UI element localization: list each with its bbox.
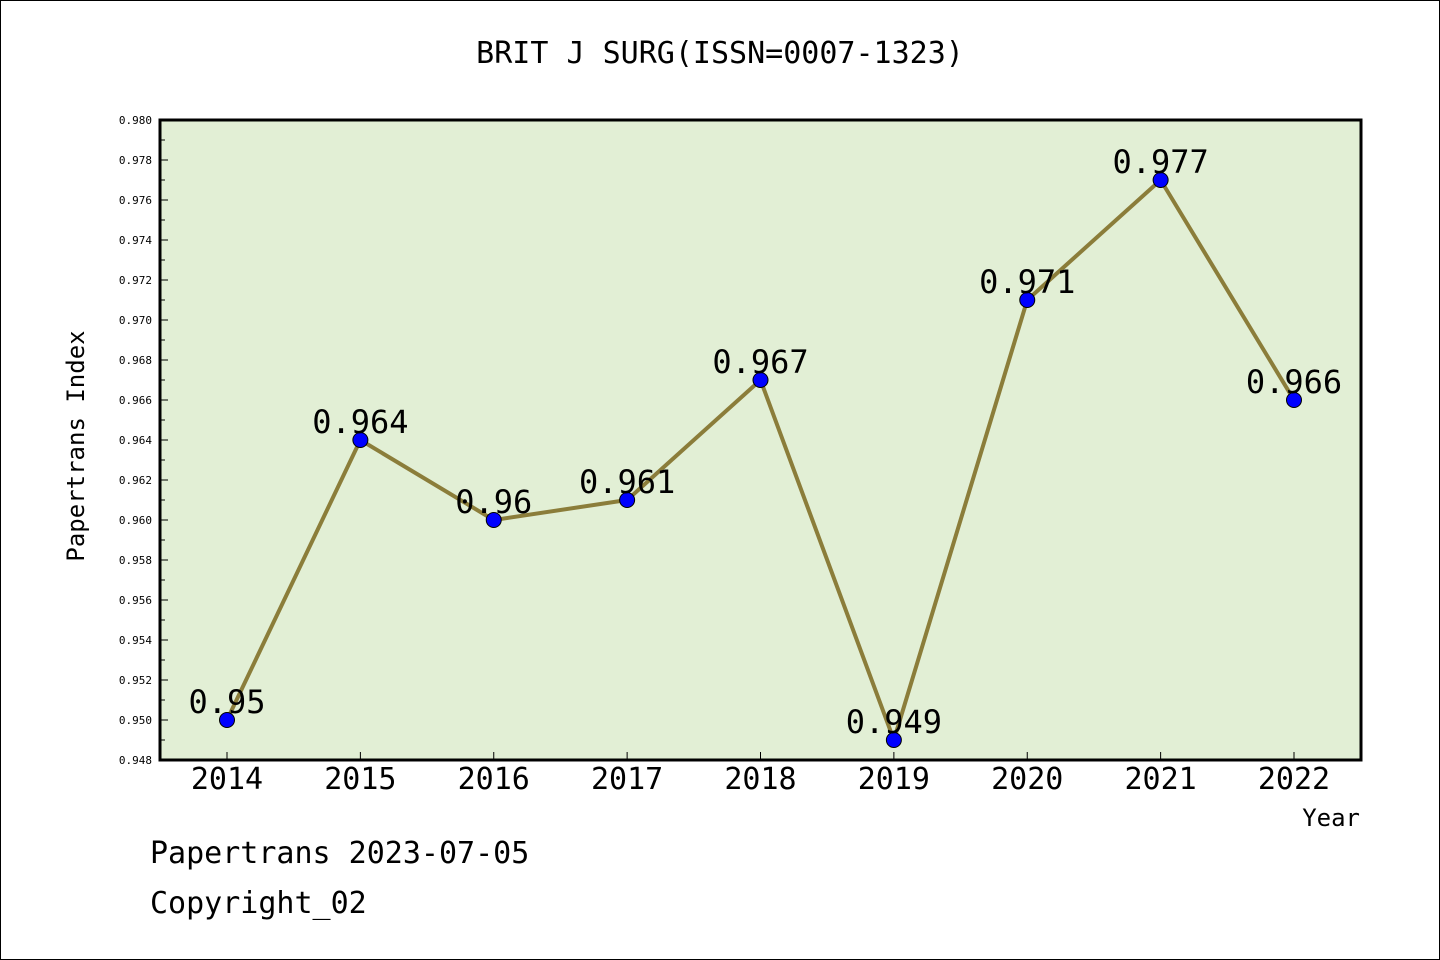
x-axis-label: Year xyxy=(1302,804,1360,832)
data-label: 0.971 xyxy=(979,263,1075,301)
x-tick-label: 2019 xyxy=(858,762,930,797)
y-tick-label: 0.956 xyxy=(119,594,152,607)
y-tick-label: 0.978 xyxy=(119,154,152,167)
x-tick-label: 2020 xyxy=(991,762,1063,797)
footer-date: Papertrans 2023-07-05 xyxy=(150,836,530,871)
chart-title: BRIT J SURG(ISSN=0007-1323) xyxy=(476,36,964,71)
y-tick-label: 0.948 xyxy=(119,754,152,767)
data-label: 0.949 xyxy=(846,703,942,741)
y-tick-label: 0.966 xyxy=(119,394,152,407)
y-axis-label: Papertrans Index xyxy=(62,330,90,561)
y-tick-label: 0.964 xyxy=(119,434,152,447)
x-tick-label: 2015 xyxy=(324,762,396,797)
data-label: 0.95 xyxy=(188,683,265,721)
data-label: 0.961 xyxy=(579,463,675,501)
data-point xyxy=(485,512,502,528)
y-tick-label: 0.962 xyxy=(119,474,152,487)
data-point xyxy=(219,712,235,728)
x-axis: 2014 2015 2016 2017 2018 2019 2020 2021 2022 xyxy=(191,752,1330,797)
x-tick-label: 2021 xyxy=(1125,762,1197,797)
y-tick-label: 0.976 xyxy=(119,194,152,207)
y-tick-label: 0.960 xyxy=(119,514,152,527)
data-label: 0.964 xyxy=(312,403,408,441)
y-tick-label: 0.950 xyxy=(119,714,152,727)
data-label: 0.966 xyxy=(1246,363,1342,401)
y-tick-label: 0.954 xyxy=(119,634,152,647)
x-tick-label: 2022 xyxy=(1258,762,1330,797)
data-label: 0.967 xyxy=(712,343,808,381)
y-axis: 0.948 0.950 0.952 0.954 0.956 0.958 0.960 0.962… xyxy=(119,114,168,767)
data-labels: 0.95 0.964 0.96 0.961 0.967 0.949 0.971 0.977 0.… xyxy=(188,143,1342,741)
data-label: 0.96 xyxy=(455,483,532,521)
y-tick-label: 0.952 xyxy=(119,674,152,687)
y-tick-label: 0.980 xyxy=(119,114,152,127)
data-point xyxy=(1019,292,1036,308)
footer-copyright: Copyright_02 xyxy=(150,886,367,921)
x-tick-label: 2017 xyxy=(591,762,663,797)
data-point xyxy=(1286,392,1302,408)
x-tick-label: 2018 xyxy=(724,762,796,797)
y-tick-label: 0.958 xyxy=(119,554,152,567)
y-tick-label: 0.968 xyxy=(119,354,152,367)
y-tick-label: 0.974 xyxy=(119,234,152,247)
y-tick-label: 0.970 xyxy=(119,314,152,327)
data-point xyxy=(885,732,902,748)
x-tick-label: 2016 xyxy=(458,762,530,797)
series-markers xyxy=(219,172,1302,748)
x-tick-label: 2014 xyxy=(191,762,263,797)
data-point xyxy=(1152,172,1169,188)
data-point xyxy=(352,432,369,448)
data-point xyxy=(752,372,769,388)
data-point xyxy=(619,492,636,508)
plot-border xyxy=(158,118,1363,762)
data-label: 0.977 xyxy=(1112,143,1208,181)
y-tick-label: 0.972 xyxy=(119,274,152,287)
